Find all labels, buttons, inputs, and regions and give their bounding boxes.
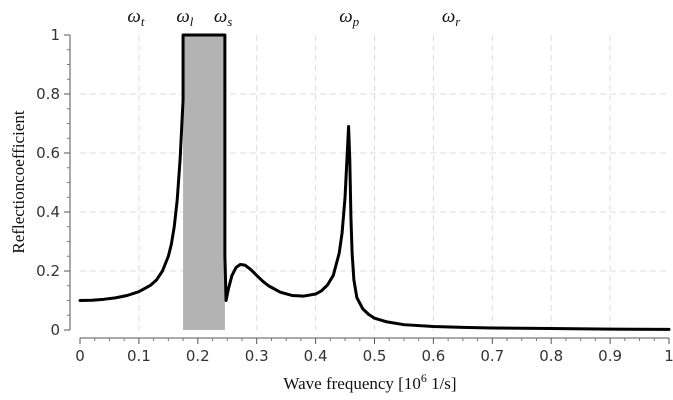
x-tick-label-4: 0.4 — [304, 347, 328, 365]
y-axis-title: Reflectioncoefficient — [9, 110, 28, 253]
frequency-label-t: ωt — [127, 6, 144, 29]
y-tick-label-2: 0.4 — [36, 203, 60, 221]
x-tick-label-9: 0.9 — [598, 347, 622, 365]
frequency-labels: ωt ωl ωs ωp ωr — [127, 6, 461, 29]
x-tick-label-1: 0.1 — [127, 347, 151, 365]
frequency-label-l: ωl — [176, 6, 193, 29]
y-tick-label-4: 0.8 — [36, 85, 60, 103]
y-tick-label-0: 0 — [50, 321, 60, 339]
x-tick-label-3: 0.3 — [245, 347, 269, 365]
x-tick-label-10: 1 — [664, 347, 673, 365]
frequency-label-r: ωr — [442, 6, 461, 29]
series-layer — [78, 33, 671, 331]
x-axis-title: Wave frequency [106 1/s] — [283, 371, 456, 393]
shaded-band — [183, 35, 225, 330]
x-tick-label-2: 0.2 — [186, 347, 210, 365]
frequency-label-p: ωp — [339, 6, 359, 29]
series-line-0 — [78, 33, 671, 331]
band-layer — [183, 35, 225, 330]
x-tick-label-5: 0.5 — [363, 347, 387, 365]
x-tick-label-8: 0.8 — [539, 347, 563, 365]
y-tick-label-3: 0.6 — [36, 144, 60, 162]
grid-lines — [80, 35, 669, 330]
frequency-label-s: ωs — [214, 6, 232, 29]
x-tick-label-6: 0.6 — [421, 347, 445, 365]
x-axis-ticks: 0 0.1 0.2 0.3 0.4 0.5 0.6 0.7 0.8 0.9 1 — [75, 338, 673, 365]
x-tick-label-7: 0.7 — [480, 347, 504, 365]
x-tick-label-0: 0 — [75, 347, 85, 365]
plot-frame — [69, 35, 669, 339]
y-axis-ticks: 0 0.2 0.4 0.6 0.8 1 — [36, 26, 70, 339]
y-tick-label-1: 0.2 — [36, 262, 60, 280]
y-tick-label-5: 1 — [50, 26, 60, 44]
